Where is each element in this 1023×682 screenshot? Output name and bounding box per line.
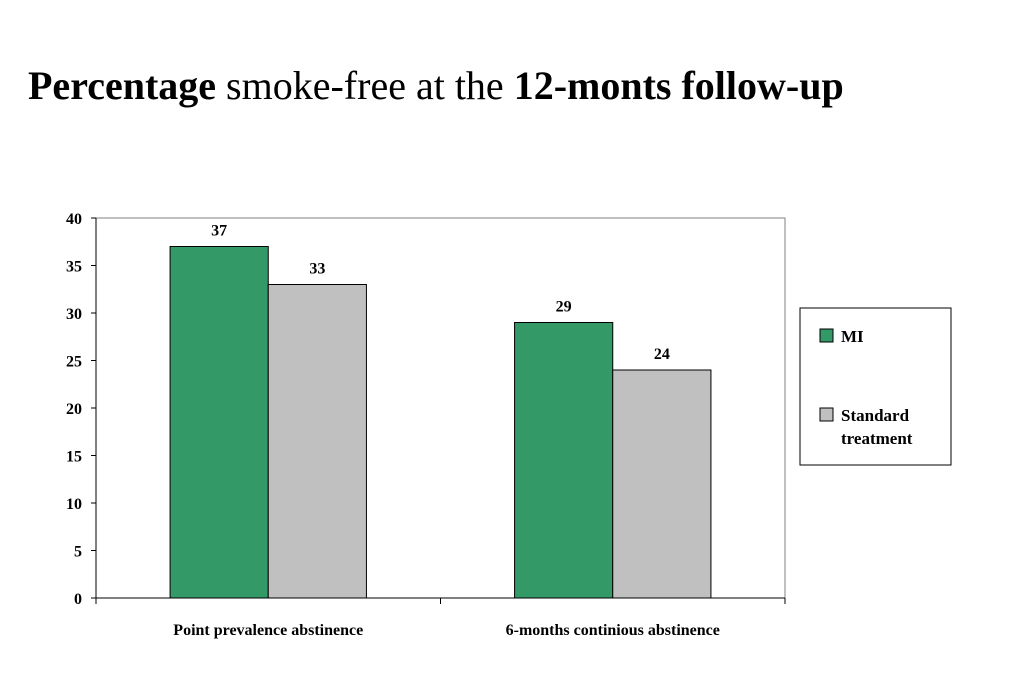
x-category-label: Point prevalence abstinence (173, 622, 363, 639)
y-tick-label: 25 (66, 354, 82, 371)
y-tick-label: 30 (66, 306, 82, 323)
legend-label: Standard (841, 406, 910, 425)
data-label: 37 (211, 223, 227, 240)
y-tick-label: 0 (74, 591, 82, 608)
y-tick-label: 35 (66, 259, 82, 276)
chart-title: Percentage smoke-free at the 12-monts fo… (28, 62, 844, 110)
legend-swatch (819, 407, 834, 422)
bar (612, 369, 712, 599)
x-category-label: 6-months continious abstinence (506, 622, 720, 639)
legend-label: MI (841, 327, 864, 346)
data-label: 33 (309, 261, 325, 278)
y-tick-label: 15 (66, 449, 82, 466)
y-tick-label: 10 (66, 496, 82, 513)
legend-label: treatment (841, 429, 913, 448)
data-label: 29 (556, 299, 572, 316)
title-part-bold-2: 12-monts follow-up (513, 63, 844, 108)
title-part-bold-1: Percentage (28, 63, 217, 108)
plot-area: 0 5 10 15 20 25 30 35 40 37 33 Point prevalence abs… (66, 211, 786, 639)
y-tick-label: 40 (66, 211, 82, 228)
bar (514, 322, 614, 599)
y-tick-label: 5 (74, 544, 82, 561)
bar (169, 246, 269, 599)
legend-swatch (819, 328, 834, 343)
legend: MI Standard treatment (799, 307, 952, 466)
title-part-normal: smoke-free at the (216, 63, 514, 108)
data-label: 24 (654, 346, 670, 363)
bar (267, 284, 367, 599)
y-tick-label: 20 (66, 401, 82, 418)
